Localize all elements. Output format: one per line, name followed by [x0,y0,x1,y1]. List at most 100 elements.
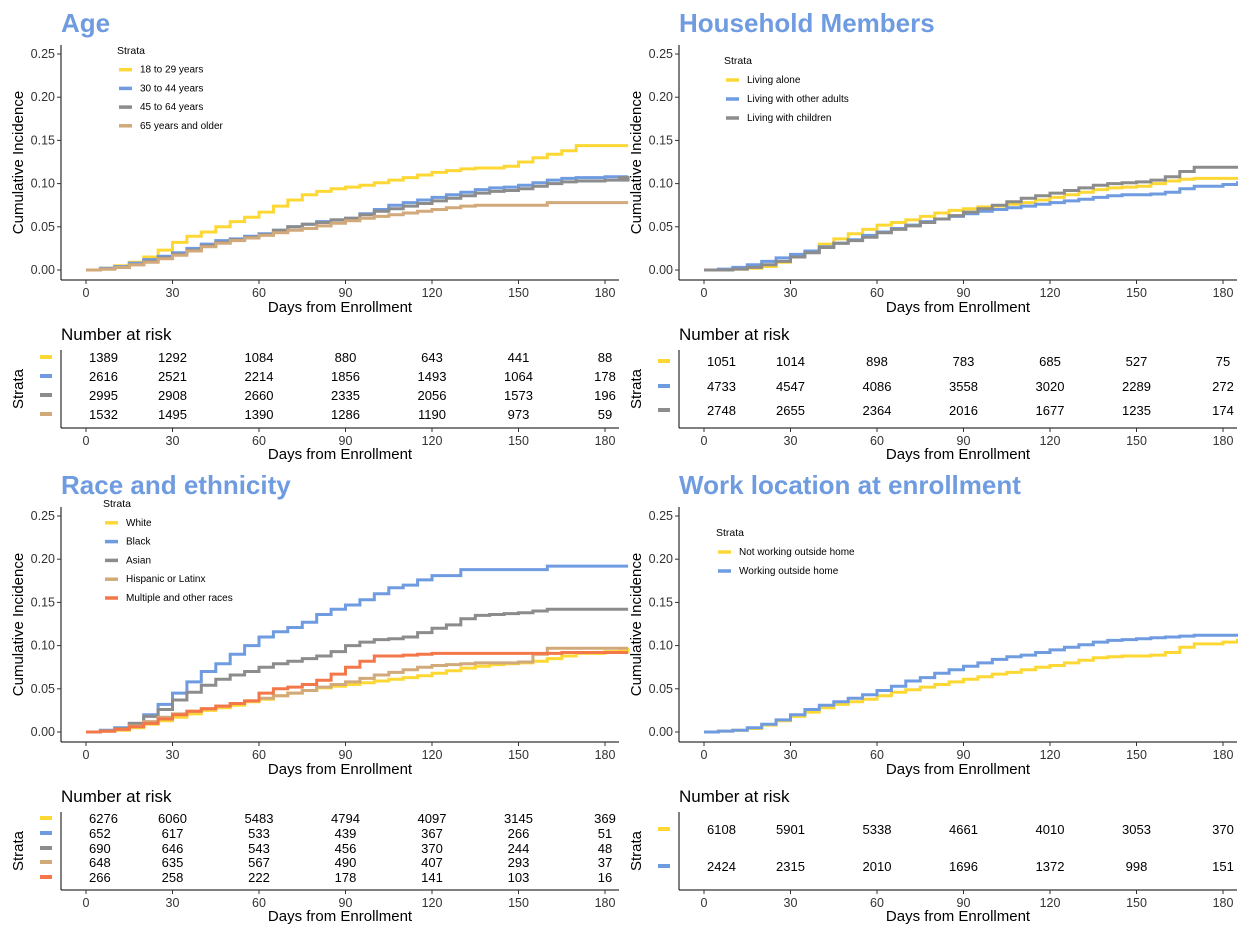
series-line-2 [86,607,629,734]
legend-label-0: Not working outside home [739,547,855,558]
risk-table-title: Number at risk [61,787,172,806]
risk-value: 973 [508,407,530,422]
risk-value: 258 [162,870,184,885]
risk-x-tick-label: 150 [1126,434,1147,448]
y-tick-label: 0.15 [31,595,55,609]
risk-x-axis-title: Days from Enrollment [268,446,413,463]
x-tick-label: 120 [1040,748,1061,762]
y-tick-label: 0.05 [649,682,673,696]
risk-value: 272 [1212,379,1234,394]
risk-value: 617 [162,826,184,841]
y-axis-title: Cumulative Incidence [10,553,27,696]
risk-value: 1390 [245,407,274,422]
series-line-1 [704,181,1238,272]
risk-y-axis-title: Strata [10,368,27,409]
risk-x-tick-label: 0 [701,434,708,448]
y-tick-label: 0.10 [649,177,673,191]
x-tick-label: 120 [1040,286,1061,300]
y-tick-label: 0.15 [31,133,55,147]
risk-value: 5483 [245,811,274,826]
risk-value: 5901 [776,822,805,837]
risk-value: 2010 [863,859,892,874]
y-tick-label: 0.00 [649,725,673,739]
risk-value: 567 [248,855,270,870]
risk-value: 2521 [158,369,187,384]
x-tick-label: 90 [957,286,971,300]
risk-value: 685 [1039,354,1061,369]
risk-x-axis-title: Days from Enrollment [886,908,1031,925]
risk-value: 2056 [418,388,447,403]
risk-table-title: Number at risk [679,787,790,806]
risk-value: 370 [421,841,443,856]
panel-title: Race and ethnicity [61,470,291,500]
legend-label-2: Living with children [747,113,832,124]
x-tick-label: 0 [701,748,708,762]
legend-label-0: White [126,518,152,529]
x-tick-label: 150 [508,748,529,762]
x-tick-label: 180 [1213,286,1234,300]
legend-label-1: Living with other adults [747,94,849,105]
x-tick-label: 60 [252,286,266,300]
risk-x-tick-label: 150 [508,434,529,448]
risk-value: 196 [594,388,616,403]
y-tick-label: 0.05 [31,220,55,234]
panel-title: Household Members [679,8,935,38]
risk-x-tick-label: 120 [1040,434,1061,448]
risk-x-tick-label: 120 [422,434,443,448]
series-line-4 [86,651,629,734]
panel-0: Age 0.00 0.05 0.10 0.15 0.20 0.25 0 30 60 90 120 150… [10,8,630,463]
risk-value: 1064 [504,369,533,384]
legend-label-2: 45 to 64 years [140,102,203,113]
risk-value: 178 [335,870,357,885]
risk-value: 3558 [949,379,978,394]
risk-value: 2364 [863,403,892,418]
x-tick-label: 0 [83,286,90,300]
legend-label-2: Asian [126,555,151,566]
y-tick-label: 0.15 [649,595,673,609]
x-tick-label: 30 [166,748,180,762]
x-axis-title: Days from Enrollment [268,299,413,316]
risk-value: 998 [1126,859,1148,874]
risk-x-tick-label: 0 [83,896,90,910]
risk-value: 4097 [418,811,447,826]
y-axis-title: Cumulative Incidence [628,553,645,696]
risk-value: 174 [1212,403,1234,418]
risk-x-tick-label: 180 [595,896,616,910]
risk-value: 59 [598,407,612,422]
x-axis-title: Days from Enrollment [268,761,413,778]
risk-value: 898 [866,354,888,369]
series-line-1 [86,175,629,272]
legend-label-4: Multiple and other races [126,593,233,604]
y-axis-title: Cumulative Incidence [628,91,645,234]
risk-value: 3145 [504,811,533,826]
x-tick-label: 120 [422,748,443,762]
risk-value: 527 [1126,354,1148,369]
y-tick-label: 0.05 [31,682,55,696]
series-line-0 [704,176,1238,272]
risk-value: 1286 [331,407,360,422]
risk-x-tick-label: 60 [252,434,266,448]
panel-title: Age [61,8,110,38]
risk-x-tick-label: 180 [595,434,616,448]
panel-3: Work location at enrollment 0.00 0.05 0.10 0… [628,470,1238,925]
risk-x-tick-label: 30 [166,434,180,448]
y-tick-label: 0.20 [649,90,673,104]
legend-label-3: Hispanic or Latinx [126,574,205,585]
legend-title: Strata [724,55,752,67]
risk-table-title: Number at risk [679,325,790,344]
risk-value: 456 [335,841,357,856]
y-tick-label: 0.25 [31,47,55,61]
y-tick-label: 0.05 [649,220,673,234]
y-tick-label: 0.20 [31,552,55,566]
risk-x-tick-label: 180 [1213,434,1234,448]
risk-x-tick-label: 60 [870,434,884,448]
risk-value: 1190 [418,407,446,422]
x-axis-title: Days from Enrollment [886,761,1031,778]
risk-value: 6060 [158,811,187,826]
y-tick-label: 0.00 [31,263,55,277]
risk-value: 2995 [89,388,118,403]
legend-title: Strata [716,527,744,539]
risk-value: 266 [508,826,530,841]
y-tick-label: 0.25 [31,509,55,523]
